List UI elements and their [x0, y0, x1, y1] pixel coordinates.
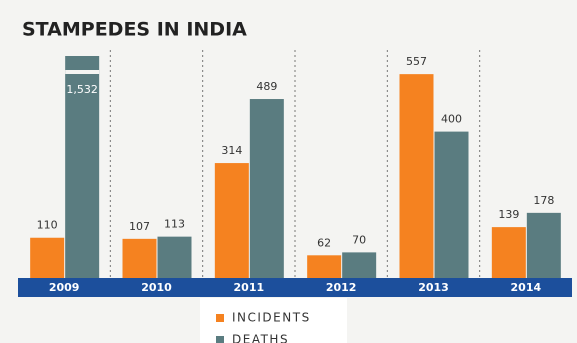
bar [342, 252, 377, 278]
category-band [18, 278, 572, 297]
value-label: 489 [256, 80, 277, 93]
legend-swatch [216, 314, 224, 322]
bar [434, 131, 469, 278]
value-label: 139 [498, 208, 519, 221]
bar [214, 163, 249, 278]
value-label: 400 [441, 113, 462, 126]
bar [526, 212, 561, 278]
value-label: 178 [533, 194, 554, 207]
legend-label: DEATHS [232, 333, 289, 343]
legend-label: INCIDENTS [232, 311, 311, 325]
value-label: 557 [406, 55, 427, 68]
x-tick-label: 2010 [141, 281, 172, 294]
value-label: 314 [221, 144, 242, 157]
x-tick-label: 2013 [418, 281, 449, 294]
x-tick-label: 2014 [511, 281, 542, 294]
x-tick-label: 2009 [49, 281, 80, 294]
bar [307, 255, 342, 278]
bar [122, 238, 157, 278]
value-label: 62 [317, 236, 331, 249]
legend-swatch [216, 336, 224, 343]
chart-title: STAMPEDES IN INDIA [22, 19, 247, 41]
axis-break [65, 70, 100, 74]
bar [249, 99, 284, 278]
bar [65, 56, 100, 278]
bar [491, 227, 526, 278]
value-label: 113 [164, 218, 185, 231]
x-tick-label: 2012 [326, 281, 357, 294]
value-label: 1,532 [66, 83, 98, 96]
value-label: 70 [352, 233, 366, 246]
value-label: 107 [129, 220, 150, 233]
legend [200, 298, 347, 343]
x-tick-label: 2011 [234, 281, 265, 294]
bar [157, 236, 192, 278]
bar [30, 237, 65, 278]
value-label: 110 [37, 219, 58, 232]
bar [399, 74, 434, 278]
